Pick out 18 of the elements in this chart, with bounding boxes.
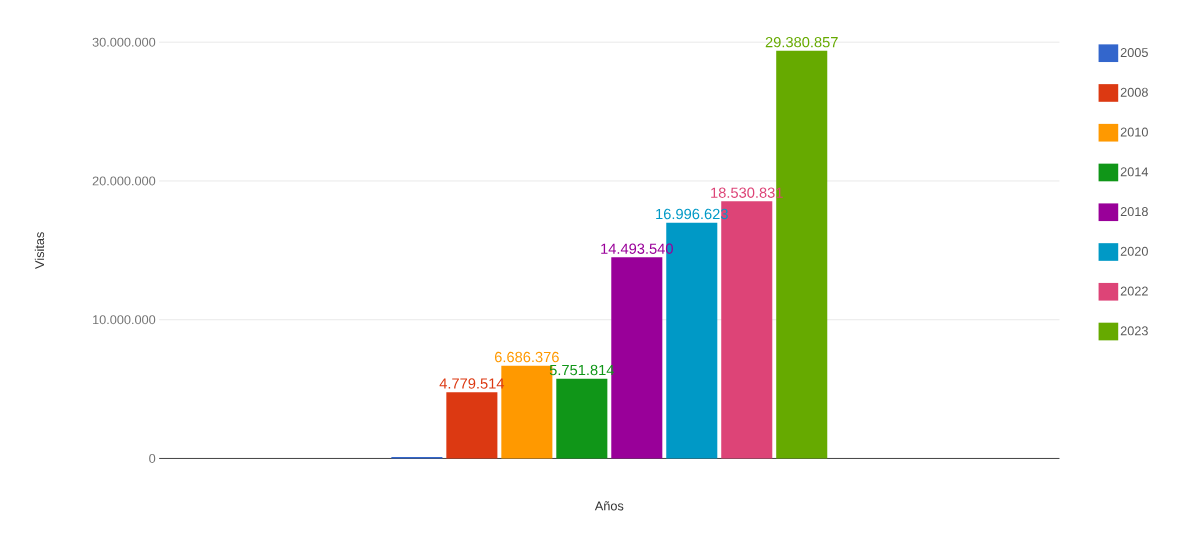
- legend-label: 2010: [1120, 127, 1148, 137]
- bar: [556, 378, 608, 459]
- y-tick-label: 30.000.000: [92, 37, 156, 47]
- legend-label: 2008: [1120, 87, 1148, 97]
- x-axis-title: Años: [594, 501, 624, 511]
- legend-label: 2022: [1120, 286, 1148, 296]
- legend-label: 2018: [1120, 207, 1148, 217]
- data-label: 6.686.376: [494, 351, 559, 363]
- data-label: 29.380.857: [765, 37, 838, 48]
- legend-label: 2023: [1120, 326, 1148, 336]
- bar: [446, 392, 498, 459]
- legend-label: 2020: [1120, 246, 1148, 256]
- y-tick-label: 20.000.000: [92, 176, 156, 186]
- y-tick-label: 10.000.000: [93, 315, 156, 325]
- legend-label: 2005: [1120, 48, 1148, 58]
- y-tick-label: 0: [149, 454, 156, 464]
- y-axis-title: Visitas: [34, 232, 45, 269]
- legend-label: 2014: [1120, 167, 1149, 177]
